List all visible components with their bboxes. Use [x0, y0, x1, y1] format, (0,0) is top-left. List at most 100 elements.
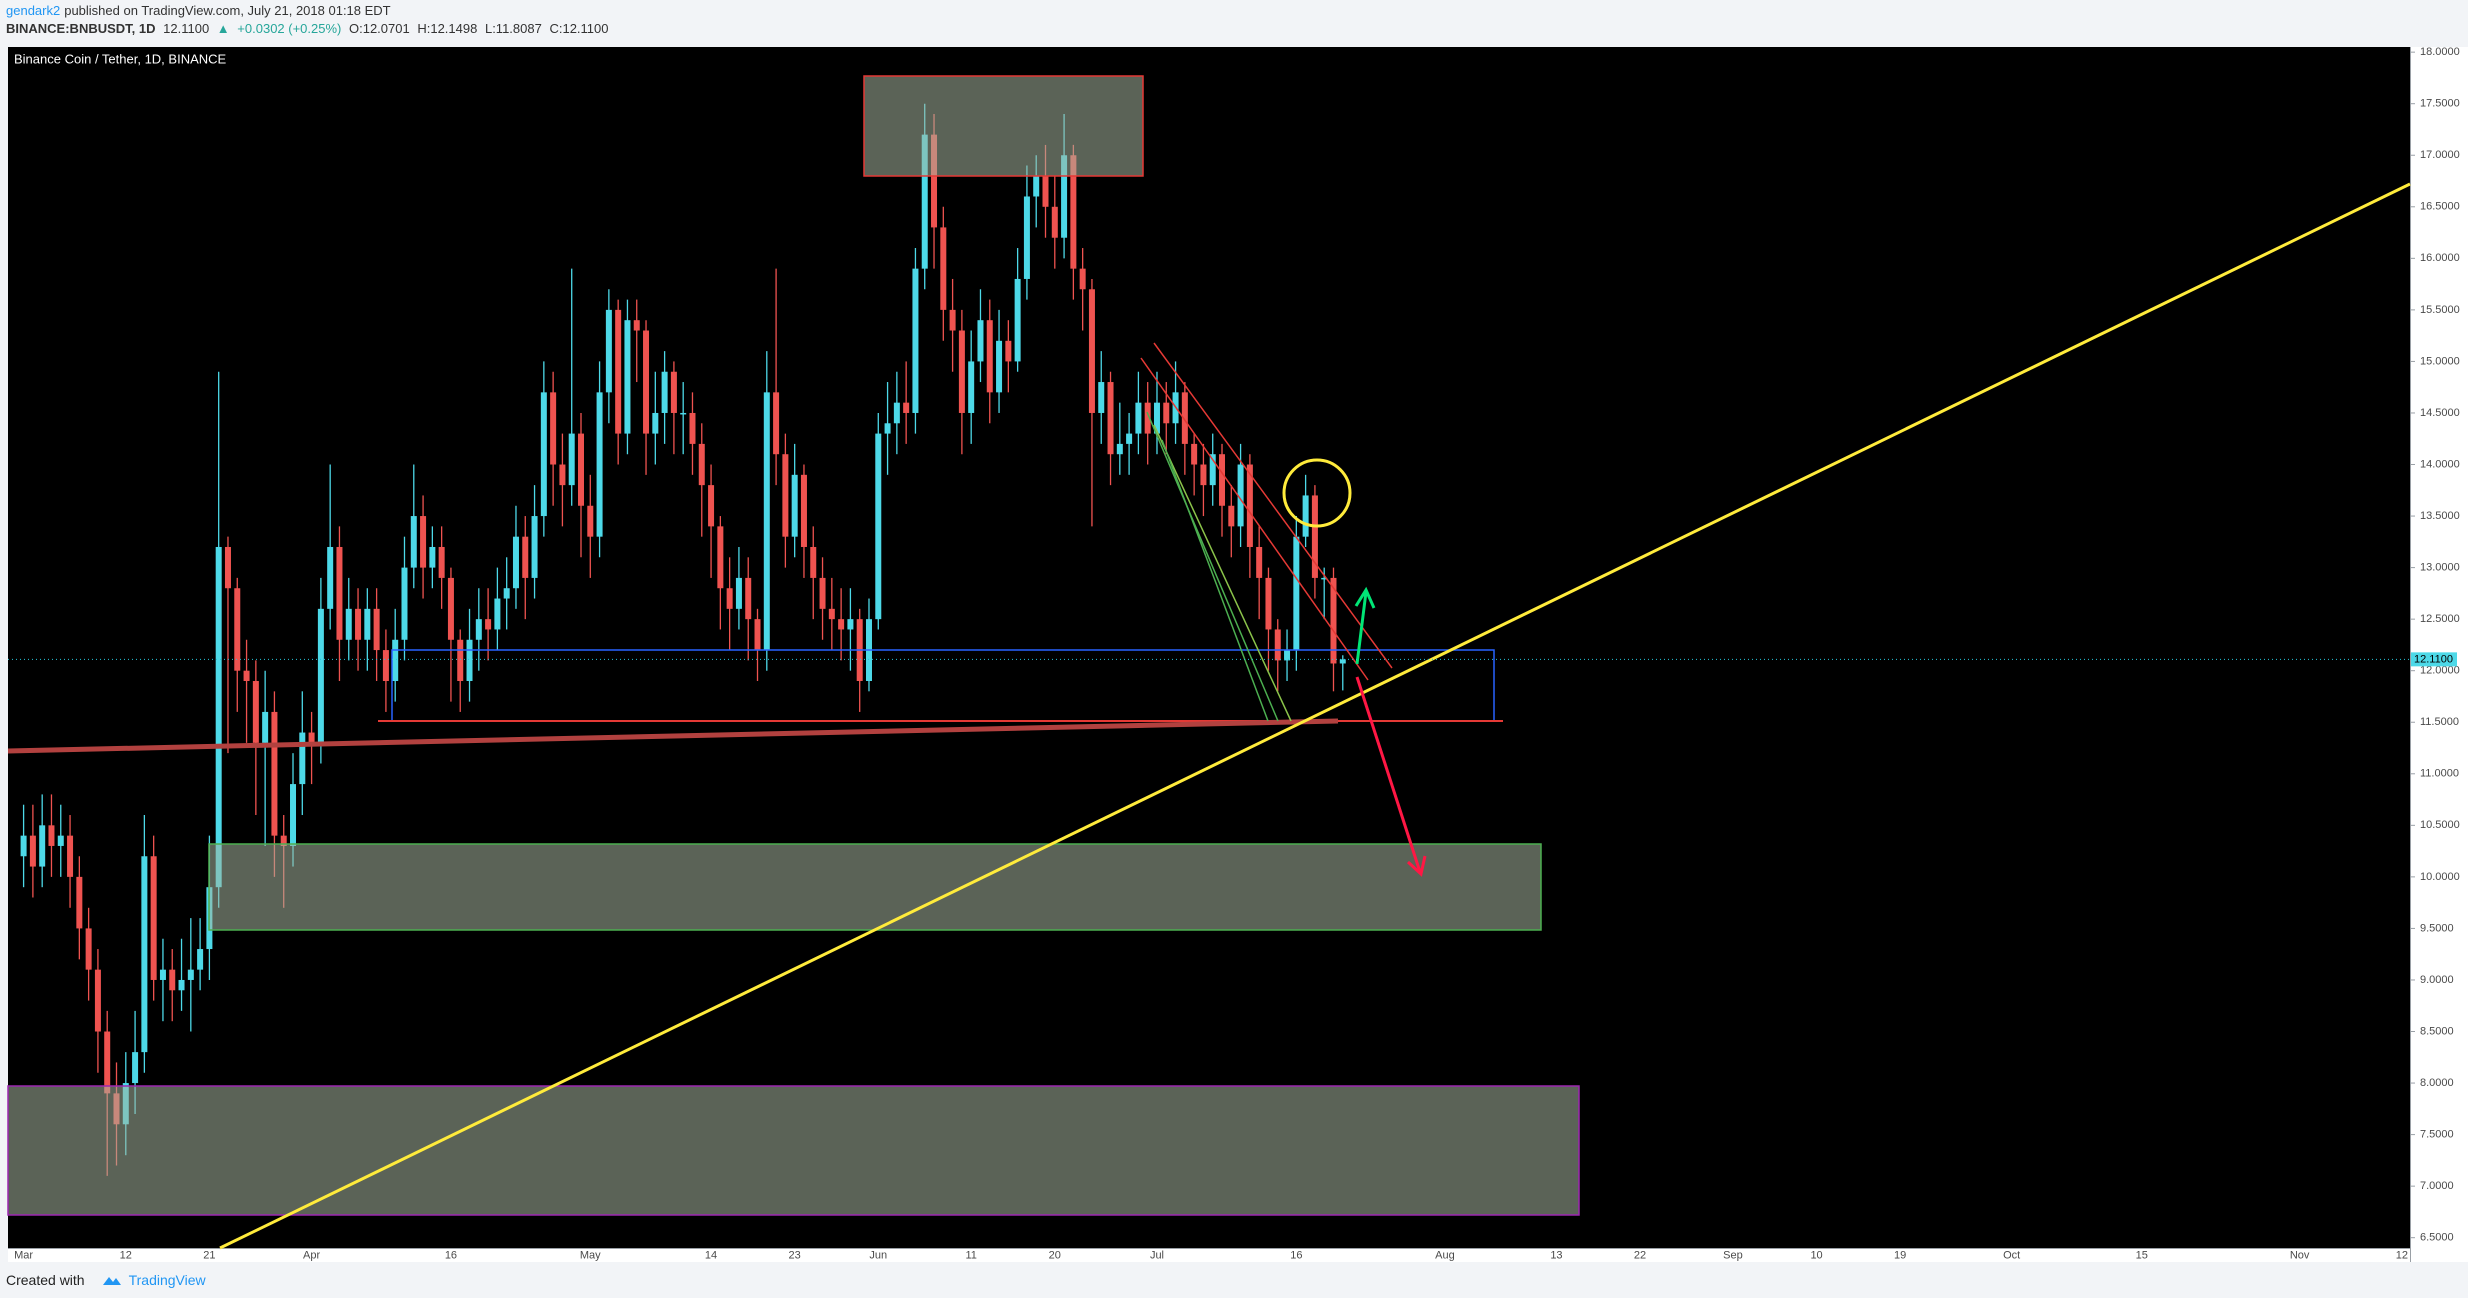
y-tick-label: 11.0000	[2420, 768, 2459, 780]
candle-body	[819, 577, 826, 609]
candle-body	[67, 835, 74, 877]
candle-body	[178, 979, 185, 991]
x-tick-label: 11	[965, 1249, 976, 1261]
candle-body	[1163, 402, 1170, 424]
candle-body	[1126, 433, 1133, 444]
candle-body	[317, 608, 324, 743]
candle-body	[559, 464, 566, 486]
trend-line	[7, 718, 1339, 754]
candle-body	[1061, 155, 1068, 238]
candle-body	[698, 443, 705, 486]
candle-body	[968, 361, 975, 413]
x-tick-label: Jul	[1150, 1249, 1164, 1261]
candle-body	[187, 969, 194, 980]
candle-body	[847, 619, 854, 630]
candle-body	[1200, 464, 1207, 486]
candle-body	[85, 928, 92, 970]
y-tick-label: 18.0000	[2420, 46, 2460, 58]
candle-body	[689, 412, 696, 444]
candle-body	[327, 546, 334, 609]
candle-body	[726, 588, 733, 609]
brand-link[interactable]: TradingView	[128, 1272, 206, 1288]
ohlc-low: L:11.8087	[484, 21, 542, 36]
author-link[interactable]: gendark2	[6, 3, 61, 18]
y-tick-label: 13.5000	[2420, 510, 2460, 522]
candle-body	[364, 608, 371, 640]
x-tick-label: 10	[1810, 1249, 1822, 1261]
wedge-line	[1146, 411, 1279, 722]
y-tick-label: 7.0000	[2420, 1180, 2454, 1192]
y-tick-label: 7.5000	[2420, 1129, 2454, 1141]
candle-body	[1005, 340, 1012, 362]
candle-body	[494, 598, 501, 630]
candle-body	[800, 474, 807, 547]
last-price: 12.1100	[163, 21, 210, 36]
y-tick-label: 17.5000	[2420, 98, 2460, 110]
candle-body	[531, 516, 538, 578]
wedge-line	[1153, 424, 1292, 722]
candle-body	[429, 546, 436, 568]
candle-body	[1256, 546, 1263, 578]
change: +0.0302 (+0.25%)	[237, 21, 342, 36]
candle-body	[615, 309, 622, 434]
candle-body	[578, 433, 584, 506]
x-tick-label: 16	[445, 1249, 457, 1261]
candle-body	[392, 639, 399, 682]
candle-body	[243, 670, 250, 682]
candle-body	[141, 856, 148, 1053]
y-tick-label: 11.5000	[2420, 716, 2459, 728]
candle-body	[1302, 495, 1309, 537]
published-text: published on TradingView.com, July 21, 2…	[64, 3, 391, 18]
candle-body	[1321, 577, 1328, 580]
candle-body	[1070, 155, 1077, 269]
candle-body	[336, 546, 343, 640]
candle-body	[624, 320, 631, 434]
candle-body	[1023, 196, 1030, 279]
candle-body	[401, 567, 408, 640]
y-tick-label: 6.5000	[2420, 1232, 2454, 1244]
candle-body	[262, 711, 269, 743]
y-tick-label: 14.0000	[2420, 458, 2460, 470]
x-tick-label: Aug	[1435, 1249, 1455, 1261]
y-tick-label: 16.5000	[2420, 201, 2460, 213]
candle-body	[290, 784, 297, 846]
candle-body	[252, 681, 259, 743]
candle-body	[550, 392, 557, 465]
axes: 6.5000 7.0000 7.5000 8.0000 8.5000 9.0000 9.50…	[8, 46, 2460, 1261]
x-tick-label: 19	[1894, 1249, 1906, 1261]
candle-body	[1088, 289, 1095, 413]
x-tick-label: 16	[1290, 1249, 1302, 1261]
candle-body	[875, 433, 882, 620]
candle-body	[745, 577, 752, 620]
channel-line	[1153, 342, 1393, 669]
candle-body	[1033, 175, 1040, 197]
x-tick-label: 13	[1550, 1249, 1562, 1261]
candle-body	[57, 835, 64, 846]
candle-body	[1228, 505, 1235, 527]
candle-body	[438, 546, 445, 578]
candle-body	[308, 732, 315, 743]
candle-body	[717, 526, 724, 589]
candle-body	[1135, 402, 1142, 434]
candle-body	[1330, 577, 1337, 664]
candle-body	[94, 969, 101, 1032]
candle-body	[420, 516, 427, 568]
candles	[20, 103, 1346, 1176]
candle-body	[355, 608, 362, 640]
candle-body	[1051, 206, 1058, 238]
ohlc-close: C:12.1100	[549, 21, 609, 36]
chart-title: Binance Coin / Tether, 1D, BINANCE	[14, 51, 227, 66]
candle-body	[958, 330, 965, 413]
header-line-1: gendark2 published on TradingView.com, Ju…	[6, 3, 395, 18]
candle-body	[457, 639, 464, 682]
candle-body	[410, 516, 417, 568]
candle-body	[132, 1052, 139, 1084]
candle-body	[1237, 464, 1244, 527]
candle-body	[1219, 454, 1226, 506]
plot-background	[8, 47, 2410, 1248]
candle-body	[782, 454, 789, 537]
time-axis-background	[8, 1248, 2410, 1262]
last-price-marker	[2411, 652, 2457, 667]
candle-body	[1144, 402, 1151, 434]
